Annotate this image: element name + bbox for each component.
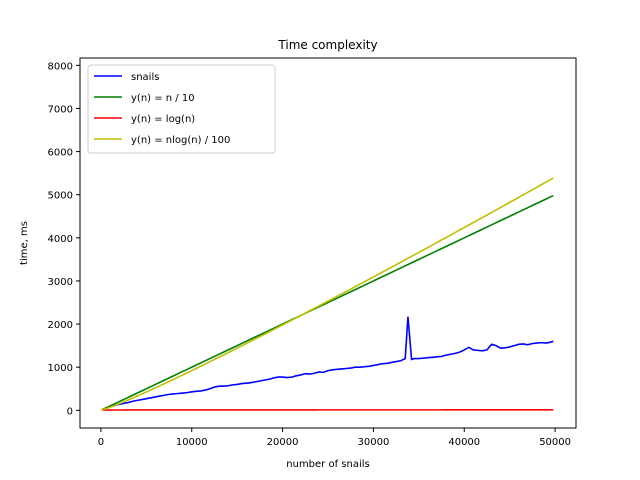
y-tick-label: 4000: [48, 234, 73, 245]
legend-label: y(n) = n / 10: [131, 93, 195, 104]
x-tick-label: 40000: [448, 437, 480, 448]
y-tick-label: 2000: [48, 320, 73, 331]
x-axis: 0 10000 20000 30000 40000 50000: [98, 428, 571, 448]
series-line-3: [101, 177, 554, 411]
legend-box: [87, 64, 276, 154]
legend-label: snails: [131, 72, 159, 83]
x-tick-label: 20000: [267, 437, 299, 448]
y-axis-label: time, ms: [19, 221, 30, 265]
plot-area: [101, 177, 554, 411]
y-tick-label: 0: [67, 406, 73, 417]
legend: snails y(n) = n / 10 y(n) = log(n) y(n) = n…: [87, 64, 276, 154]
series-line-1: [101, 194, 554, 411]
legend-label: y(n) = log(n): [131, 114, 195, 125]
y-tick-label: 6000: [48, 148, 73, 159]
x-tick-label: 50000: [539, 437, 571, 448]
x-tick-label: 0: [98, 437, 104, 448]
axes-frame: [79, 57, 577, 429]
y-tick-label: 3000: [48, 277, 73, 288]
y-tick-label: 1000: [48, 363, 73, 374]
y-tick-label: 7000: [48, 104, 73, 115]
y-tick-label: 5000: [48, 191, 73, 202]
y-axis: 0 1000 2000 3000 4000 5000 6000 7000 8000: [48, 61, 80, 417]
x-axis-label: number of snails: [286, 459, 369, 470]
x-tick-label: 30000: [358, 437, 390, 448]
y-tick-label: 8000: [48, 61, 73, 72]
x-tick-label: 10000: [176, 437, 208, 448]
chart-title: Time complexity: [277, 38, 377, 52]
legend-label: y(n) = nlog(n) / 100: [131, 135, 230, 146]
series-line-0: [105, 316, 554, 409]
